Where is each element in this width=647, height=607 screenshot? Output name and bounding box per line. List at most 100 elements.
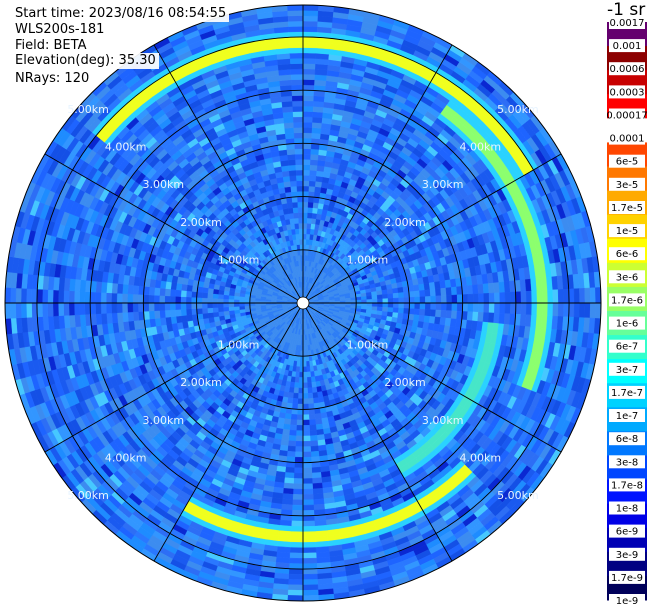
data-cell bbox=[312, 482, 323, 490]
data-cell bbox=[308, 413, 316, 421]
data-cell bbox=[366, 302, 373, 307]
data-cell bbox=[291, 403, 298, 410]
data-cell bbox=[302, 175, 310, 181]
data-cell bbox=[287, 589, 304, 596]
data-cell bbox=[293, 382, 300, 389]
data-cell bbox=[462, 302, 469, 312]
data-cell bbox=[430, 302, 437, 311]
data-cell bbox=[392, 307, 399, 314]
data-cell bbox=[315, 181, 323, 188]
data-cell bbox=[536, 290, 543, 304]
data-cell bbox=[302, 132, 313, 139]
data-cell bbox=[589, 302, 596, 319]
data-cell bbox=[547, 289, 554, 304]
data-cell bbox=[309, 424, 317, 431]
data-cell bbox=[291, 510, 304, 517]
data-cell bbox=[376, 290, 383, 296]
data-cell bbox=[302, 100, 314, 107]
data-cell bbox=[228, 306, 235, 312]
data-cell bbox=[100, 313, 108, 325]
data-cell bbox=[371, 294, 378, 300]
data-cell bbox=[393, 302, 399, 309]
data-cell bbox=[132, 311, 140, 322]
data-cell bbox=[595, 287, 601, 304]
data-cell bbox=[552, 302, 559, 317]
data-cell bbox=[302, 425, 310, 431]
data-cell bbox=[302, 419, 310, 426]
data-cell bbox=[361, 296, 367, 301]
data-cell bbox=[295, 440, 304, 447]
data-cell bbox=[233, 302, 240, 307]
data-cell bbox=[302, 557, 317, 564]
data-cell bbox=[287, 445, 296, 453]
data-cell bbox=[228, 302, 235, 308]
data-cell bbox=[289, 557, 304, 564]
data-cell bbox=[308, 180, 317, 187]
data-cell bbox=[106, 312, 113, 324]
data-cell bbox=[579, 302, 586, 318]
data-cell bbox=[298, 387, 304, 394]
data-cell bbox=[284, 413, 292, 420]
data-cell bbox=[212, 307, 219, 313]
data-cell bbox=[298, 382, 304, 389]
data-cell bbox=[302, 430, 311, 437]
data-cell bbox=[579, 288, 586, 304]
data-cell bbox=[181, 315, 188, 323]
data-cell bbox=[466, 311, 474, 322]
data-cell bbox=[286, 450, 296, 458]
data-cell bbox=[482, 312, 490, 323]
data-cell bbox=[478, 302, 485, 313]
data-cell bbox=[296, 425, 304, 431]
data-cell bbox=[288, 568, 304, 575]
data-cell bbox=[313, 100, 325, 108]
data-cell bbox=[589, 287, 596, 304]
data-cell bbox=[302, 382, 308, 389]
data-cell bbox=[302, 111, 314, 118]
data-cell bbox=[515, 291, 522, 304]
data-cell bbox=[293, 387, 299, 394]
data-cell bbox=[308, 419, 317, 426]
data-cell bbox=[302, 148, 312, 155]
data-cell bbox=[472, 284, 479, 295]
data-cell bbox=[504, 302, 511, 315]
data-cell bbox=[111, 312, 118, 324]
data-cell bbox=[302, 217, 308, 224]
data-cell bbox=[290, 531, 304, 538]
data-cell bbox=[308, 185, 316, 193]
data-cell bbox=[472, 302, 479, 313]
data-cell bbox=[302, 483, 313, 490]
data-cell bbox=[435, 295, 442, 304]
data-cell bbox=[302, 137, 312, 144]
data-cell bbox=[494, 292, 501, 304]
data-cell bbox=[499, 302, 506, 314]
data-cell bbox=[302, 451, 312, 458]
data-cell bbox=[284, 472, 295, 479]
data-cell bbox=[429, 309, 437, 318]
data-cell bbox=[366, 299, 373, 304]
data-cell bbox=[302, 180, 310, 187]
data-cell bbox=[289, 552, 304, 559]
data-cell bbox=[302, 371, 308, 378]
data-cell bbox=[557, 289, 564, 304]
data-cell bbox=[293, 478, 304, 485]
data-cell bbox=[312, 488, 324, 495]
data-cell bbox=[283, 418, 291, 425]
data-cell bbox=[302, 89, 315, 96]
data-cell bbox=[292, 488, 304, 495]
data-cell bbox=[314, 186, 322, 193]
data-cell bbox=[541, 289, 548, 304]
data-cell bbox=[294, 446, 304, 453]
data-cell bbox=[413, 308, 421, 316]
data-cell bbox=[244, 305, 251, 310]
data-cell bbox=[547, 302, 554, 317]
data-cell bbox=[282, 488, 294, 495]
data-cell bbox=[292, 499, 304, 506]
data-cell bbox=[418, 283, 425, 291]
data-cell bbox=[298, 377, 304, 384]
data-cell bbox=[462, 294, 469, 304]
data-cell bbox=[302, 462, 312, 469]
data-cell bbox=[315, 418, 323, 425]
data-cell bbox=[302, 510, 315, 517]
data-cell bbox=[292, 392, 299, 399]
data-cell bbox=[302, 478, 313, 485]
